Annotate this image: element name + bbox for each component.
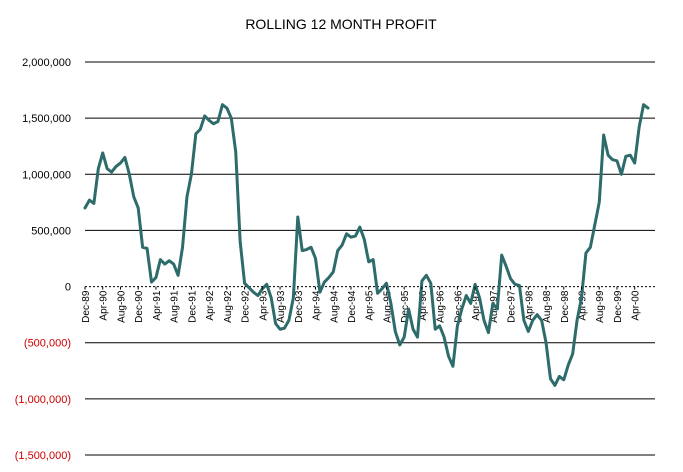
x-tick-label: Aug-91 (170, 290, 181, 323)
x-tick-label: Aug-98 (542, 290, 553, 323)
x-tick-label: Apr-90 (99, 290, 110, 320)
y-tick-label: (1,000,000) (15, 394, 71, 406)
x-tick-label: Aug-94 (329, 290, 340, 323)
x-tick-label: Dec-90 (134, 290, 145, 323)
x-tick-label: Aug-90 (116, 290, 127, 323)
x-tick-label: Dec-92 (241, 290, 252, 323)
x-tick-label: Aug-92 (223, 290, 234, 323)
x-tick-label: Apr-95 (365, 290, 376, 320)
x-tick-label: Aug-99 (595, 290, 606, 323)
y-tick-label: (1,500,000) (15, 450, 71, 462)
x-tick-label: Dec-99 (613, 290, 624, 323)
x-tick-label: Dec-97 (507, 290, 518, 323)
series-lines (83, 103, 650, 387)
y-tick-label: 1,000,000 (22, 169, 71, 181)
y-tick-label: 2,000,000 (22, 57, 71, 69)
x-axis-tick-labels: Dec-89 Apr-90 Aug-90 Dec-90 Apr-91 Aug-91 Dec-… (81, 290, 642, 323)
x-tick-label: Dec-94 (347, 290, 358, 323)
series-line (83, 103, 650, 387)
x-axis-tick-marks (84, 286, 636, 290)
gridlines (85, 61, 655, 456)
chart-title: ROLLING 12 MONTH PROFIT (245, 16, 437, 32)
x-tick-label: Apr-91 (152, 290, 163, 320)
x-tick-label: Dec-96 (453, 290, 464, 323)
x-tick-label: Apr-98 (524, 290, 535, 320)
y-tick-label: 500,000 (31, 225, 71, 237)
x-tick-label: Apr-96 (418, 290, 429, 320)
x-tick-label: Dec-95 (400, 290, 411, 323)
y-tick-label: (500,000) (24, 338, 71, 350)
x-tick-label: Dec-93 (294, 290, 305, 323)
y-tick-label: 1,500,000 (22, 113, 71, 125)
y-axis-tick-labels: 2,000,000 1,500,000 1,000,000 500,000 0 (500,… (15, 57, 71, 462)
x-tick-label: Dec-89 (81, 290, 92, 323)
x-tick-label: Apr-99 (578, 290, 589, 320)
x-tick-label: Apr-93 (258, 290, 269, 320)
x-tick-label: Aug-95 (382, 290, 393, 323)
x-tick-label: Aug-96 (436, 290, 447, 323)
x-tick-label: Apr-92 (205, 290, 216, 320)
x-tick-label: Dec-91 (187, 290, 198, 323)
x-tick-label: Apr-00 (631, 290, 642, 320)
y-tick-label: 0 (65, 282, 71, 294)
x-tick-label: Apr-97 (471, 290, 482, 320)
x-tick-label: Dec-98 (560, 290, 571, 323)
x-tick-label: Apr-94 (312, 290, 323, 320)
x-tick-label: Aug-93 (276, 290, 287, 323)
